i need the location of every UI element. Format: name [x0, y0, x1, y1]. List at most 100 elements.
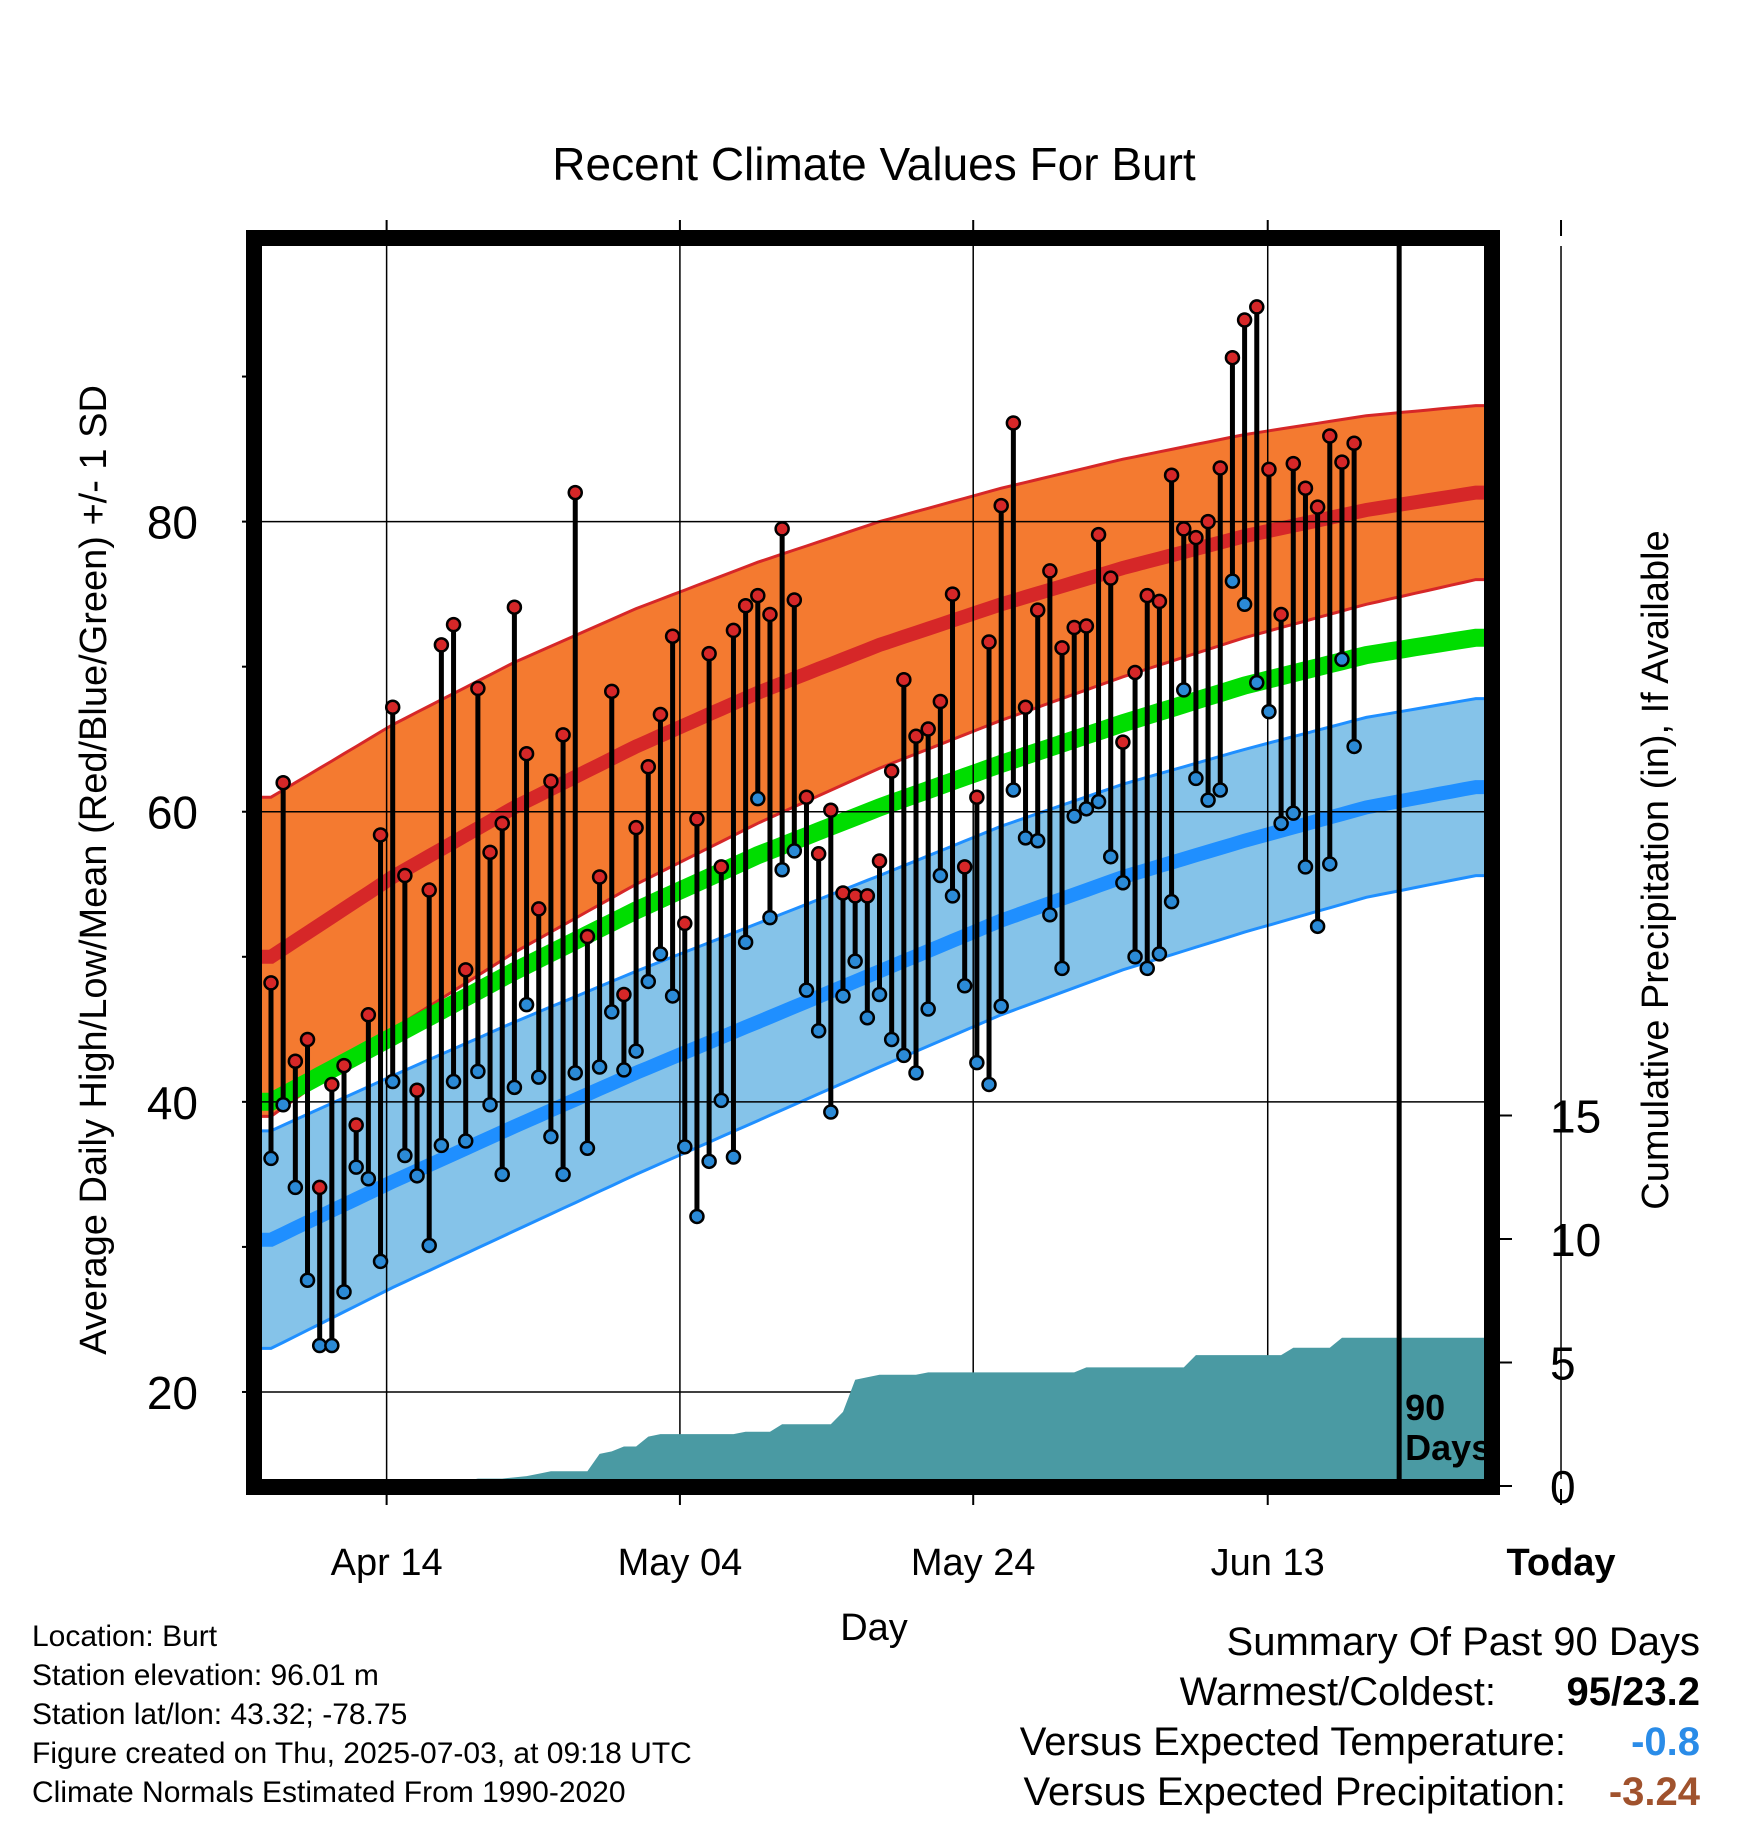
daily-low-point	[774, 862, 790, 878]
daily-high-point	[1115, 734, 1131, 750]
daily-low-point	[591, 1059, 608, 1075]
daily-high-point	[1029, 602, 1046, 618]
daily-high-point	[956, 859, 973, 875]
daily-high-point	[1042, 563, 1058, 579]
chart-title: Recent Climate Values For Burt	[552, 138, 1196, 190]
daily-high-point	[263, 975, 279, 991]
daily-low-point	[433, 1137, 450, 1154]
daily-low-point	[409, 1168, 425, 1184]
daily-low-point	[324, 1337, 340, 1354]
daily-high-point	[640, 759, 657, 775]
daily-high-point	[360, 1007, 377, 1023]
high-sd-band	[262, 405, 1484, 1117]
daily-low-point	[883, 1031, 900, 1048]
y-right-tick-label: 5	[1550, 1338, 1576, 1390]
daily-low-point	[287, 1179, 304, 1196]
daily-low-point	[956, 978, 973, 994]
daily-low-point	[1078, 801, 1095, 817]
daily-low-point	[701, 1153, 717, 1170]
daily-low-point	[1309, 918, 1326, 935]
daily-high-point	[311, 1179, 328, 1196]
daily-high-point	[482, 844, 498, 861]
daily-range-bars	[263, 299, 1362, 1354]
daily-high-point	[1139, 587, 1155, 604]
daily-high-point	[1054, 640, 1070, 656]
daily-low-point	[1322, 856, 1338, 872]
daily-high-point	[299, 1031, 316, 1048]
daily-high-point	[1066, 619, 1082, 636]
daily-high-point	[470, 680, 486, 697]
daily-low-point	[555, 1166, 571, 1183]
daily-low-point	[543, 1128, 559, 1145]
daily-high-point	[579, 928, 596, 945]
precip-area	[475, 1337, 1484, 1479]
daily-high-point	[555, 727, 571, 743]
plot-frame	[246, 230, 1500, 1495]
daily-high-point	[1127, 664, 1143, 681]
daily-low-point	[677, 1139, 693, 1155]
daily-low-point	[823, 1104, 839, 1120]
daily-low-point	[1042, 906, 1058, 923]
daily-low-point	[750, 790, 766, 807]
summary-temp-value: -0.8	[1631, 1720, 1700, 1764]
daily-high-point	[1322, 428, 1338, 444]
footer-location: Location: Burt	[32, 1620, 218, 1653]
daily-low-point	[810, 1023, 827, 1039]
daily-high-point	[1102, 570, 1119, 586]
summary-precip-label: Versus Expected Precipitation:	[1023, 1770, 1566, 1814]
summary-precip-value: -3.24	[1608, 1770, 1700, 1814]
daily-low-point	[713, 1092, 730, 1109]
daily-low-point	[1273, 815, 1289, 832]
daily-high-point	[324, 1076, 340, 1093]
daily-low-point	[640, 973, 657, 990]
daily-high-point	[713, 859, 730, 875]
daily-low-point	[445, 1073, 462, 1090]
daily-low-point	[969, 1054, 985, 1071]
daily-high-point	[969, 789, 985, 805]
footer-normals: Climate Normals Estimated From 1990-2020	[32, 1776, 626, 1809]
x-tick-label: Jun 13	[1211, 1542, 1325, 1584]
daily-low-point	[908, 1065, 924, 1081]
daily-low-point	[579, 1140, 596, 1157]
daily-high-point	[604, 683, 620, 700]
daily-low-point	[1066, 808, 1082, 824]
summary-warmest-value: 95/23.2	[1566, 1670, 1700, 1714]
axes: 20 40 60 80 0 5 10 15 Apr 14 May 04 May 24 Jun 13 To…	[147, 220, 1616, 1584]
daily-low-point	[1102, 848, 1119, 865]
x-axis-label: Day	[840, 1607, 908, 1649]
daily-high-point	[1346, 435, 1362, 452]
daily-low-point	[421, 1237, 437, 1254]
daily-high-point	[1200, 513, 1216, 530]
daily-high-point	[1224, 349, 1241, 366]
days-annotation: 90 Days	[1405, 1387, 1491, 1468]
daily-low-point	[725, 1149, 742, 1165]
daily-high-point	[993, 497, 1009, 514]
daily-low-point	[628, 1043, 644, 1059]
daily-low-point	[457, 1133, 474, 1149]
daily-high-point	[883, 763, 900, 779]
daily-high-point	[494, 815, 510, 832]
x-tick-label: May 24	[911, 1542, 1036, 1584]
daily-low-point	[348, 1159, 364, 1175]
daily-high-point	[1334, 454, 1350, 470]
daily-low-point	[689, 1208, 705, 1225]
daily-high-point	[823, 802, 839, 819]
daily-high-point	[798, 789, 815, 805]
daily-high-point	[932, 693, 949, 710]
daily-high-point	[871, 853, 888, 869]
daily-high-point	[409, 1082, 425, 1098]
daily-low-point	[871, 986, 888, 1003]
daily-low-point	[530, 1069, 547, 1085]
footer-elevation: Station elevation: 96.01 m	[32, 1659, 379, 1692]
daily-high-point	[433, 637, 450, 653]
daily-high-point	[908, 728, 924, 745]
daily-high-point	[835, 885, 851, 901]
daily-high-point	[1285, 455, 1302, 472]
daily-high-point	[1249, 299, 1265, 315]
y-right-axis-label: Cumulative Precipitation (in), If Availa…	[1635, 530, 1677, 1209]
daily-high-point	[652, 706, 669, 723]
daily-low-point	[275, 1096, 291, 1113]
daily-high-point	[1273, 606, 1289, 623]
daily-low-point	[652, 946, 669, 962]
daily-low-point	[372, 1253, 389, 1270]
